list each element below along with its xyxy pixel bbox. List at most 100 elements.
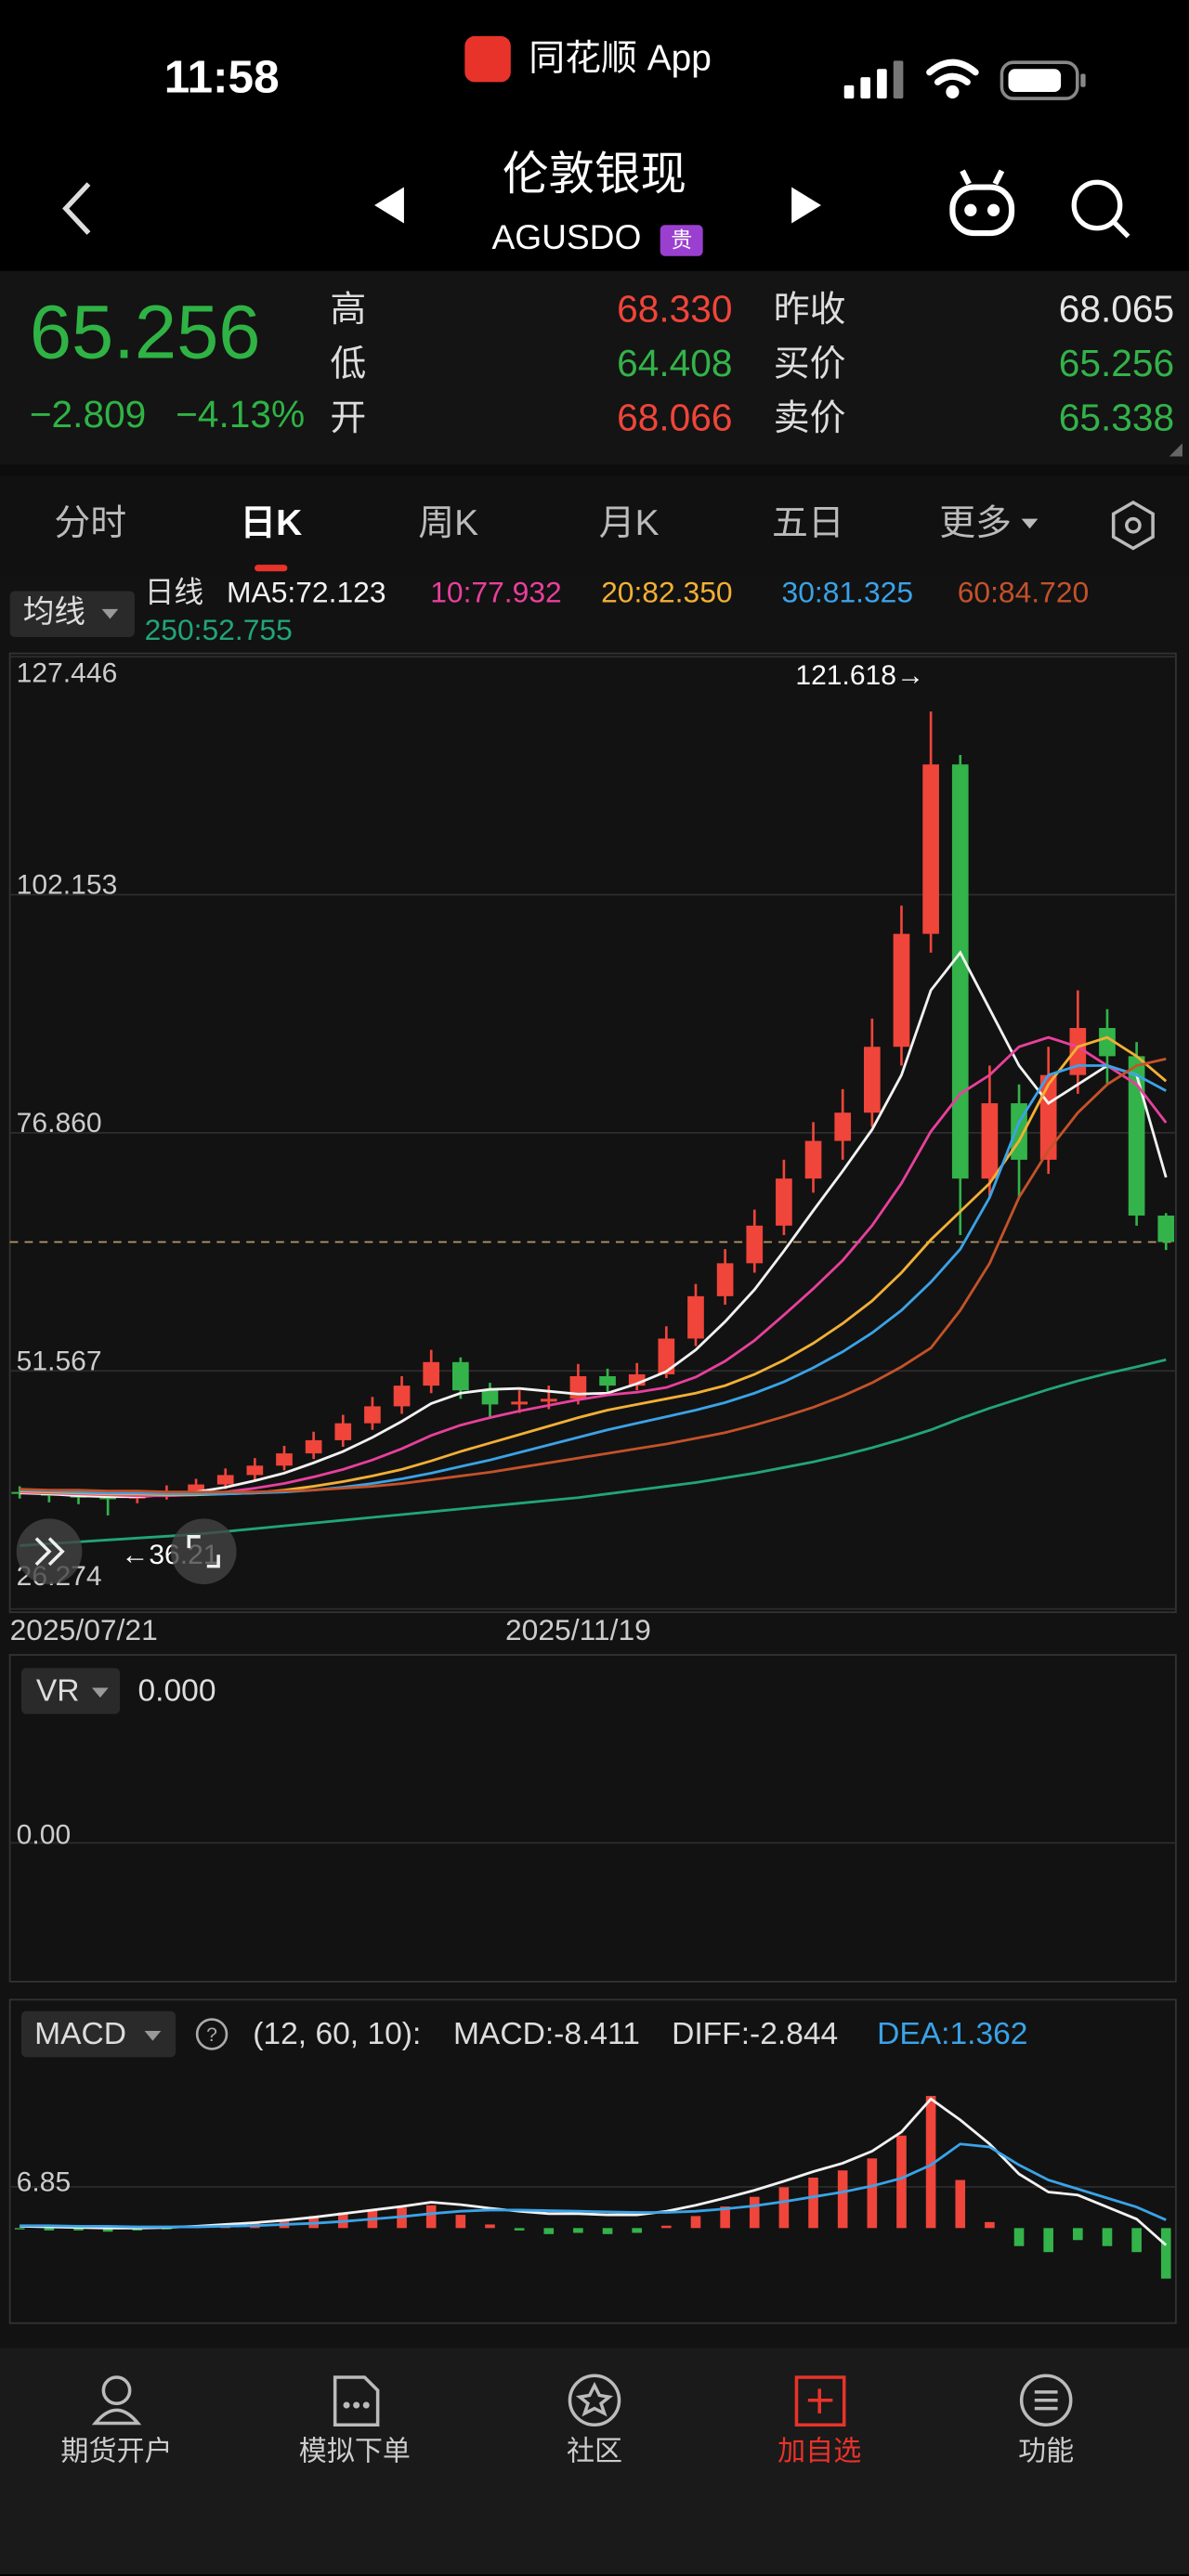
tab[interactable]: 日K <box>240 503 302 543</box>
macd-bar <box>778 2187 790 2229</box>
x-tick-label: 2025/11/19 <box>505 1613 651 1646</box>
price-change-pct: −4.13% <box>176 393 305 436</box>
macd-bar <box>896 2135 907 2229</box>
vr-frame <box>8 1654 1177 1983</box>
candle-body <box>922 764 939 934</box>
tabs: 分时 日K 周K 月K 五日 更多 <box>54 503 1039 543</box>
quote-value: 65.338 <box>1059 396 1174 438</box>
tab[interactable]: 更多 <box>939 503 1012 543</box>
prev-button[interactable] <box>374 187 404 224</box>
macd-chart: 6.85 DIFF:-2.844 DEA:1.362 <box>9 2017 1176 2279</box>
y-tick-label: 127.446 <box>17 658 118 689</box>
macd-bar <box>1073 2228 1083 2241</box>
period-label: 日线 <box>145 575 204 608</box>
nav-icon-menu <box>1019 2374 1073 2427</box>
search-button[interactable] <box>1071 179 1130 239</box>
main-chart: 26.27451.56776.860102.153127.4462025/07/… <box>10 575 1176 1646</box>
battery-icon <box>1000 60 1086 100</box>
candle-body <box>893 933 910 1047</box>
macd-bar <box>749 2196 760 2229</box>
corner-mark <box>1169 443 1182 457</box>
quote-label: 买价 <box>774 345 846 384</box>
robot-button[interactable] <box>949 169 1015 237</box>
macd-params: (12, 60, 10): <box>253 2017 421 2051</box>
nav-label[interactable]: 社区 <box>567 2436 622 2466</box>
candle-body <box>246 1465 264 1476</box>
macd-bar <box>44 2228 55 2231</box>
next-button[interactable] <box>791 187 821 224</box>
macd-bar <box>985 2221 995 2229</box>
vr-button[interactable] <box>20 1668 121 1714</box>
tab[interactable]: 分时 <box>54 503 126 543</box>
tab-more-caret <box>1021 518 1039 529</box>
app-icon <box>464 35 511 83</box>
candle-body <box>334 1423 352 1440</box>
quote-label: 卖价 <box>774 398 846 438</box>
ma-legend: MA5:72.123 <box>227 575 386 608</box>
candle-body <box>863 1047 881 1113</box>
candle-body <box>481 1390 499 1405</box>
ma-legend: 20:82.350 <box>601 575 733 608</box>
price-change: −2.809 <box>30 393 146 436</box>
macd-legend: DEA:1.362 <box>877 2017 1027 2051</box>
quote-value: 68.066 <box>617 396 732 438</box>
ma-legend: 30:81.325 <box>782 575 914 608</box>
macd-bar <box>925 2096 936 2229</box>
quote-label: 开 <box>330 398 366 438</box>
candle-body <box>981 1103 999 1179</box>
nav-label[interactable]: 模拟下单 <box>299 2436 411 2466</box>
settings-button[interactable] <box>1111 500 1155 551</box>
tab[interactable]: 月K <box>599 503 660 543</box>
quote-fields: 高 68.330 低 64.408 开 68.066 昨收 68.065 买价 65.256 卖价 6… <box>330 288 1174 439</box>
macd-bar <box>632 2228 642 2233</box>
ma-button[interactable] <box>9 591 135 637</box>
macd-bar <box>455 2215 466 2229</box>
macd-bar <box>1160 2228 1171 2279</box>
signal-icon <box>843 60 904 99</box>
candle-body <box>834 1112 852 1141</box>
candle-body <box>1128 1056 1145 1216</box>
macd-bar <box>808 2177 818 2229</box>
macd-bar <box>867 2158 878 2229</box>
macd-bar <box>73 2228 84 2231</box>
back-button[interactable] <box>62 182 91 235</box>
macd-bar <box>14 2228 25 2230</box>
macd-caret <box>144 2030 162 2041</box>
tab[interactable]: 周K <box>418 503 478 543</box>
ma-button-caret <box>101 608 119 619</box>
macd-bar <box>955 2179 966 2229</box>
quote-label: 低 <box>330 345 366 384</box>
top-bar <box>0 0 1189 271</box>
macd-bar <box>661 2225 672 2229</box>
vr-chart: 0.00 <box>9 1819 1176 1850</box>
macd-line <box>20 2142 1167 2229</box>
tab[interactable]: 五日 <box>772 503 844 543</box>
app-name: 同花顺 App <box>529 39 712 79</box>
nav-label[interactable]: 期货开户 <box>60 2436 172 2466</box>
nav-icon-add <box>794 2375 846 2427</box>
candle-body <box>569 1375 587 1399</box>
macd-bar <box>1102 2228 1113 2246</box>
nav-label[interactable]: 加自选 <box>777 2436 861 2466</box>
instrument-title: 伦敦银现 <box>503 149 686 200</box>
tab-bar <box>0 475 1189 575</box>
candle-body <box>511 1401 528 1405</box>
candle-body <box>393 1386 411 1407</box>
macd-bar <box>573 2228 583 2233</box>
candle-body <box>776 1178 792 1226</box>
help-icon[interactable] <box>195 2018 229 2050</box>
candle-body <box>540 1399 557 1402</box>
collapse-button[interactable] <box>16 1518 83 1585</box>
fullscreen-button[interactable] <box>170 1518 237 1585</box>
nav-icons <box>91 2374 1073 2427</box>
ma-line <box>20 1057 1167 1494</box>
candle-body <box>1039 1074 1057 1160</box>
wifi-icon <box>926 59 979 99</box>
macd-bar <box>837 2170 848 2229</box>
macd-reading: MACD:-8.411 <box>453 2017 640 2051</box>
y-tick-label: 51.567 <box>17 1346 102 1376</box>
macd-button[interactable] <box>20 2010 176 2058</box>
y-tick-label: 0.00 <box>17 1819 71 1850</box>
nav-label[interactable]: 功能 <box>1018 2436 1074 2466</box>
candle-body <box>305 1439 322 1454</box>
